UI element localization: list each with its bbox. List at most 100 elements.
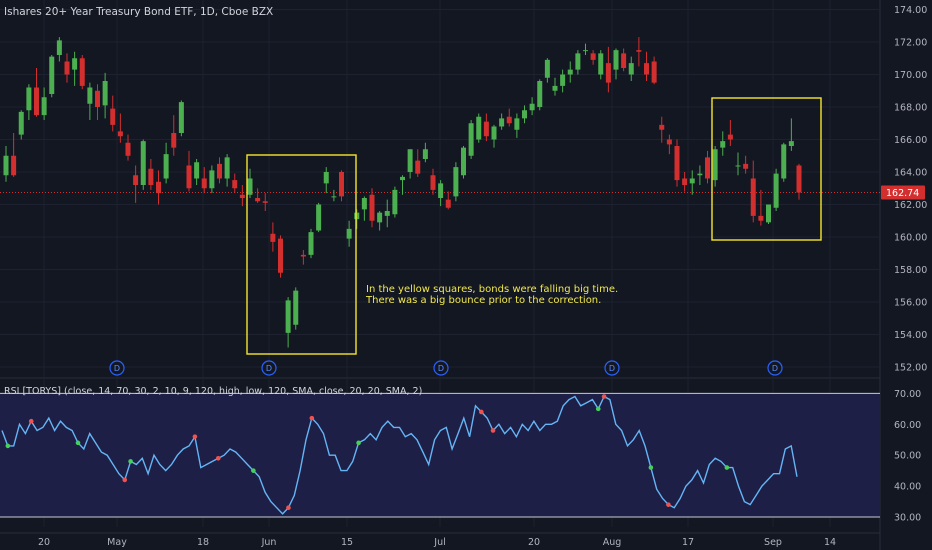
candle [628, 56, 634, 81]
candle [201, 167, 207, 194]
candle [613, 48, 619, 80]
candle [95, 84, 100, 120]
rsi-high-marker [286, 505, 291, 511]
candle-body [186, 165, 192, 189]
candle-body [506, 116, 512, 124]
candle [300, 250, 306, 265]
candle [705, 150, 710, 184]
candle [727, 120, 733, 146]
candle [468, 120, 474, 159]
candle-body [102, 81, 108, 106]
last-price-badge [881, 185, 925, 200]
time-tick-label: 17 [682, 537, 694, 548]
price-tick-label: 152.00 [894, 363, 927, 374]
candle-body [255, 198, 261, 202]
price-tick-label: 156.00 [894, 298, 927, 309]
candle [453, 162, 459, 202]
candle-body [491, 126, 497, 140]
candle-body [148, 168, 154, 185]
candle-body [270, 233, 276, 242]
candle-body [110, 108, 116, 125]
candle [514, 113, 520, 138]
candle [278, 235, 283, 278]
candle-body [323, 172, 329, 184]
candle [621, 48, 627, 72]
candle [148, 159, 154, 190]
dividend-marker[interactable]: D [433, 360, 449, 376]
candle-body [354, 212, 360, 220]
rsi-high-marker [215, 455, 221, 461]
candle [720, 131, 726, 156]
symbol-title[interactable]: Ishares 20+ Year Treasury Bond ETF, 1D, … [4, 6, 274, 18]
candle [209, 165, 215, 194]
candle-body [247, 178, 253, 195]
candle-body [529, 103, 535, 111]
candle [163, 142, 169, 184]
time-tick-label: 18 [197, 537, 209, 548]
rsi-pane[interactable] [0, 392, 880, 518]
time-tick-label: Jul [433, 537, 445, 548]
candle-body [697, 173, 703, 176]
candle-body [598, 53, 604, 75]
candle-body [194, 162, 200, 179]
candle-body [95, 90, 100, 107]
rsi-high-marker [122, 477, 128, 483]
highlight-boxes [246, 97, 822, 355]
candle-body [743, 163, 749, 169]
candle-body [430, 175, 436, 190]
dividend-marker[interactable]: D [261, 360, 277, 376]
candle-body [316, 204, 322, 231]
price-tick-label: 158.00 [894, 265, 927, 276]
candle [194, 159, 200, 185]
candle-body [308, 232, 314, 255]
candle-body [682, 178, 688, 185]
candle [773, 168, 779, 211]
dividend-marker[interactable]: D [604, 360, 620, 376]
candle [445, 191, 451, 210]
time-tick-label: 15 [341, 537, 353, 548]
candle-body [331, 196, 337, 198]
price-tick-label: 170.00 [894, 70, 927, 81]
candle [171, 115, 177, 156]
candle [735, 152, 741, 176]
dividend-marker[interactable]: D [109, 360, 125, 376]
highlight-box[interactable] [711, 97, 822, 241]
candle [674, 139, 680, 187]
candle [506, 108, 512, 127]
candle [377, 211, 383, 231]
candle [567, 61, 573, 83]
candle-body [674, 146, 680, 181]
dividend-marker[interactable]: D [767, 360, 783, 376]
rsi-line[interactable] [1, 395, 798, 515]
highlight-box[interactable] [246, 154, 357, 355]
candle-body [438, 183, 444, 198]
candle [415, 149, 421, 177]
indicator-title[interactable]: RSI [TORYS] (close, 14, 70, 30, 2, 10, 9… [4, 386, 423, 397]
time-tick-label: Sep [764, 537, 782, 548]
rsi-low-marker [5, 443, 11, 449]
candle-body [163, 154, 169, 179]
candle [331, 189, 337, 202]
candle-body [133, 175, 139, 185]
dividend-marker-circle [109, 360, 125, 376]
candle [293, 287, 299, 330]
candle [156, 170, 161, 205]
candle [102, 72, 108, 119]
candle-body [125, 142, 131, 156]
candle [178, 100, 184, 137]
candle [560, 69, 566, 93]
candle-body [293, 290, 299, 325]
candle-body [750, 178, 756, 216]
candle-body [346, 228, 352, 239]
candle [262, 193, 268, 211]
candle [232, 173, 238, 194]
candle-body [621, 53, 627, 68]
candle [476, 113, 482, 143]
dividend-marker-label: D [438, 364, 444, 373]
candle-body [644, 63, 649, 75]
rsi-high-marker [601, 394, 607, 399]
price-tick-label: 174.00 [894, 5, 927, 16]
candle [11, 133, 17, 177]
